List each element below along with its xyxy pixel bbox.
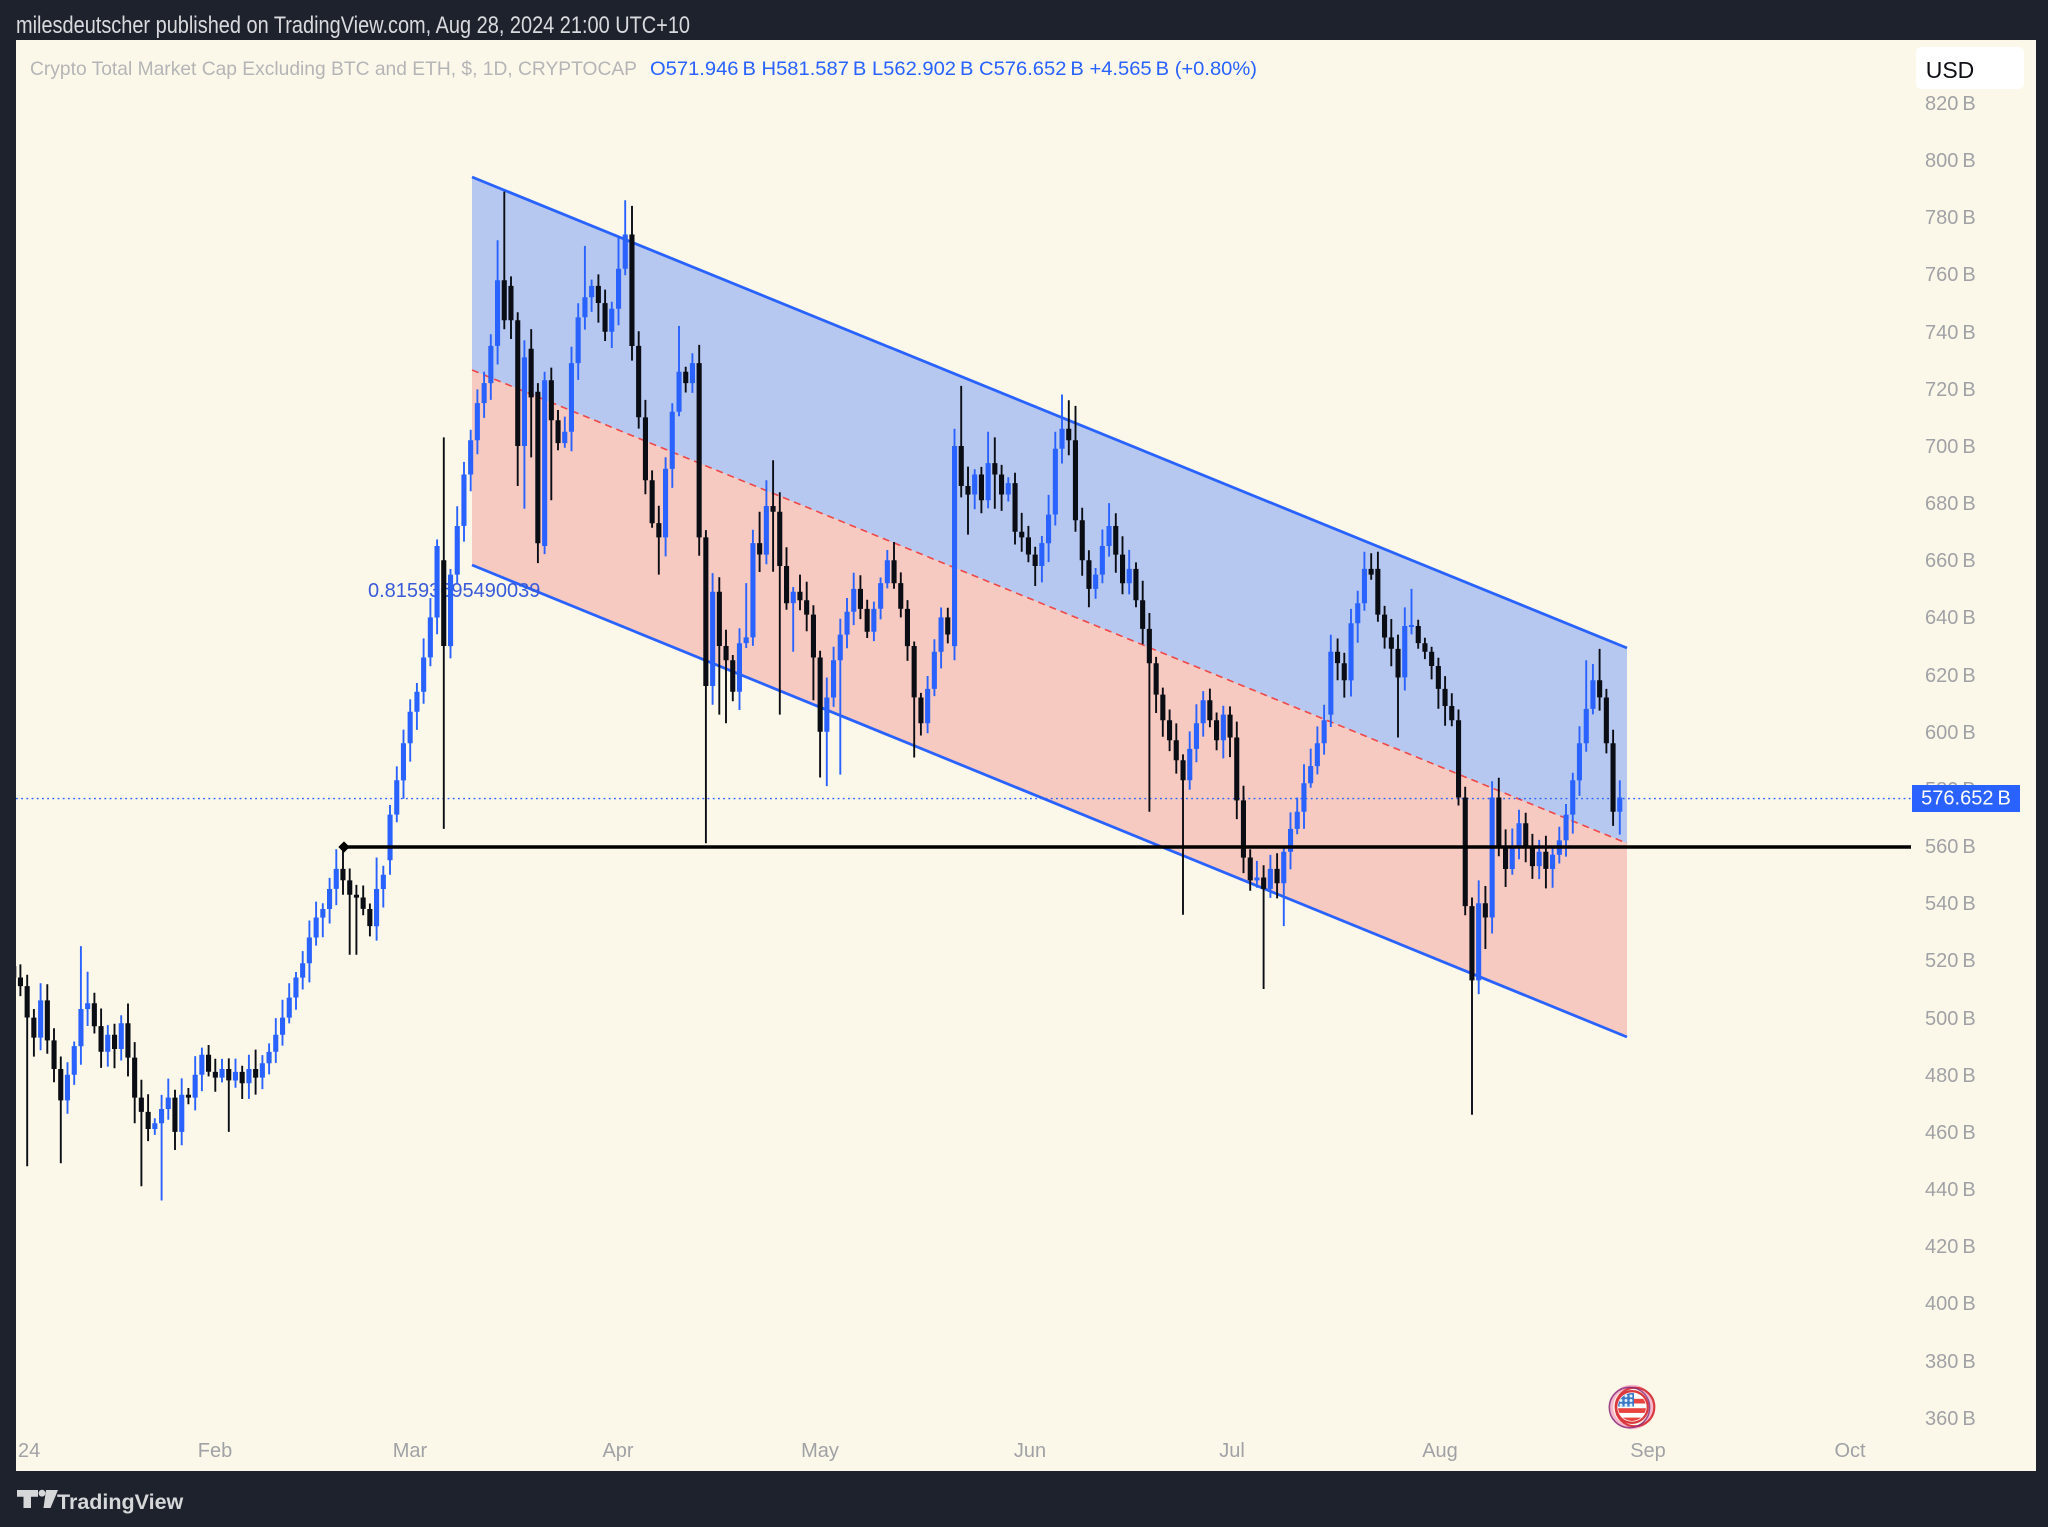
svg-text:440 B: 440 B — [1925, 1179, 1976, 1201]
svg-text:420 B: 420 B — [1925, 1236, 1976, 1258]
svg-text:660 B: 660 B — [1925, 550, 1976, 572]
svg-text:400 B: 400 B — [1925, 1293, 1976, 1315]
svg-text:480 B: 480 B — [1925, 1065, 1976, 1087]
svg-text:700 B: 700 B — [1925, 436, 1976, 458]
svg-text:O571.946 B H581.587 B L562.902: O571.946 B H581.587 B L562.902 B C576.65… — [650, 58, 1257, 80]
svg-text:May: May — [801, 1440, 839, 1462]
svg-text:600 B: 600 B — [1925, 722, 1976, 744]
svg-text:760 B: 760 B — [1925, 264, 1976, 286]
svg-text:520 B: 520 B — [1925, 950, 1976, 972]
svg-text:Jul: Jul — [1219, 1440, 1245, 1462]
svg-text:Crypto Total Market Cap Exclud: Crypto Total Market Cap Excluding BTC an… — [30, 58, 637, 80]
svg-text:460 B: 460 B — [1925, 1122, 1976, 1144]
svg-text:360 B: 360 B — [1925, 1408, 1976, 1430]
svg-text:Oct: Oct — [1834, 1440, 1866, 1462]
svg-text:Apr: Apr — [602, 1440, 633, 1462]
svg-text:380 B: 380 B — [1925, 1351, 1976, 1373]
svg-text:Aug: Aug — [1422, 1440, 1458, 1462]
svg-text:0.81593695490039: 0.81593695490039 — [368, 580, 540, 602]
svg-text:540 B: 540 B — [1925, 893, 1976, 915]
svg-text:24: 24 — [18, 1440, 40, 1462]
svg-text:Feb: Feb — [198, 1440, 232, 1462]
svg-text:Sep: Sep — [1630, 1440, 1666, 1462]
svg-text:560 B: 560 B — [1925, 836, 1976, 858]
svg-text:780 B: 780 B — [1925, 207, 1976, 229]
svg-text:800 B: 800 B — [1925, 150, 1976, 172]
svg-text:Mar: Mar — [393, 1440, 428, 1462]
svg-text:680 B: 680 B — [1925, 493, 1976, 515]
svg-text:720 B: 720 B — [1925, 379, 1976, 401]
svg-text:820 B: 820 B — [1925, 93, 1976, 115]
svg-text:576.652 B: 576.652 B — [1921, 788, 2011, 810]
svg-text:640 B: 640 B — [1925, 607, 1976, 629]
svg-text:500 B: 500 B — [1925, 1008, 1976, 1030]
svg-text:740 B: 740 B — [1925, 322, 1976, 344]
svg-text:milesdeutscher published on Tr: milesdeutscher published on TradingView.… — [16, 12, 690, 39]
svg-text:USD: USD — [1926, 57, 1975, 83]
svg-text:TradingView: TradingView — [57, 1490, 184, 1514]
svg-text:620 B: 620 B — [1925, 665, 1976, 687]
svg-text:Jun: Jun — [1014, 1440, 1046, 1462]
